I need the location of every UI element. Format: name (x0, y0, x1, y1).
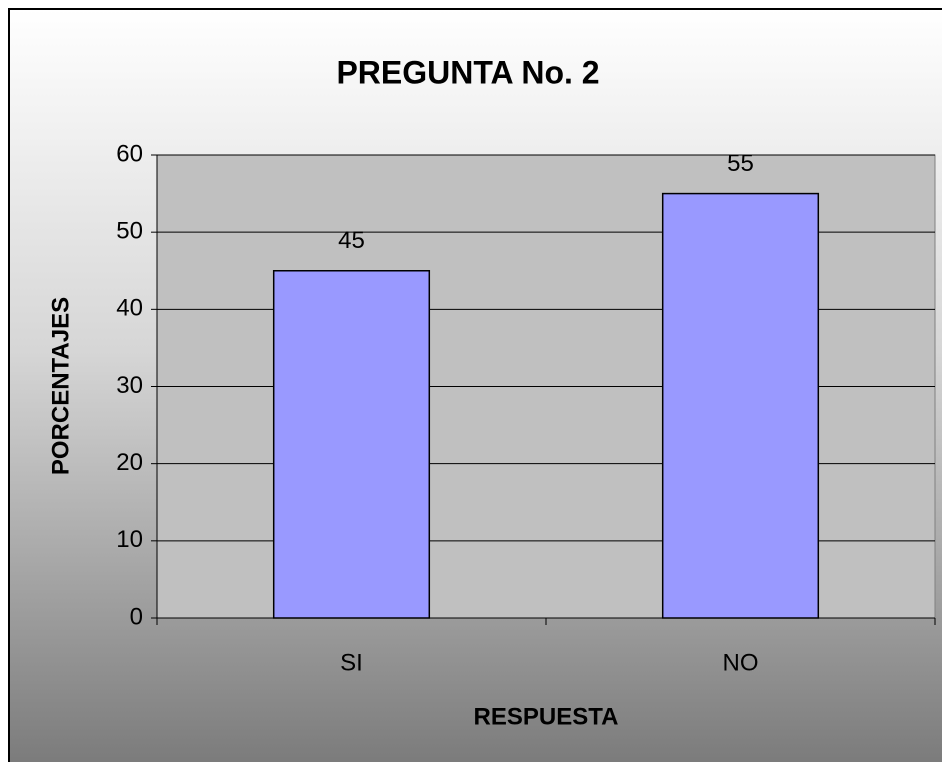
y-tick-label: 50 (116, 218, 143, 245)
y-tick-label: 60 (116, 140, 143, 167)
y-axis-label: PORCENTAJES (47, 297, 74, 475)
x-axis-label: RESPUESTA (474, 703, 619, 730)
y-tick-label: 30 (116, 372, 143, 399)
y-tick-label: 20 (116, 449, 143, 476)
x-tick-label: SI (340, 649, 363, 676)
x-tick-label: NO (723, 649, 759, 676)
chart-title: PREGUNTA No. 2 (336, 54, 599, 90)
y-tick-label: 10 (116, 526, 143, 553)
y-tick-label: 0 (130, 603, 143, 630)
data-label: 45 (338, 227, 365, 254)
bar (272, 270, 431, 619)
y-tick-label: 40 (116, 295, 143, 322)
data-label: 55 (727, 150, 754, 177)
bar (661, 192, 820, 619)
